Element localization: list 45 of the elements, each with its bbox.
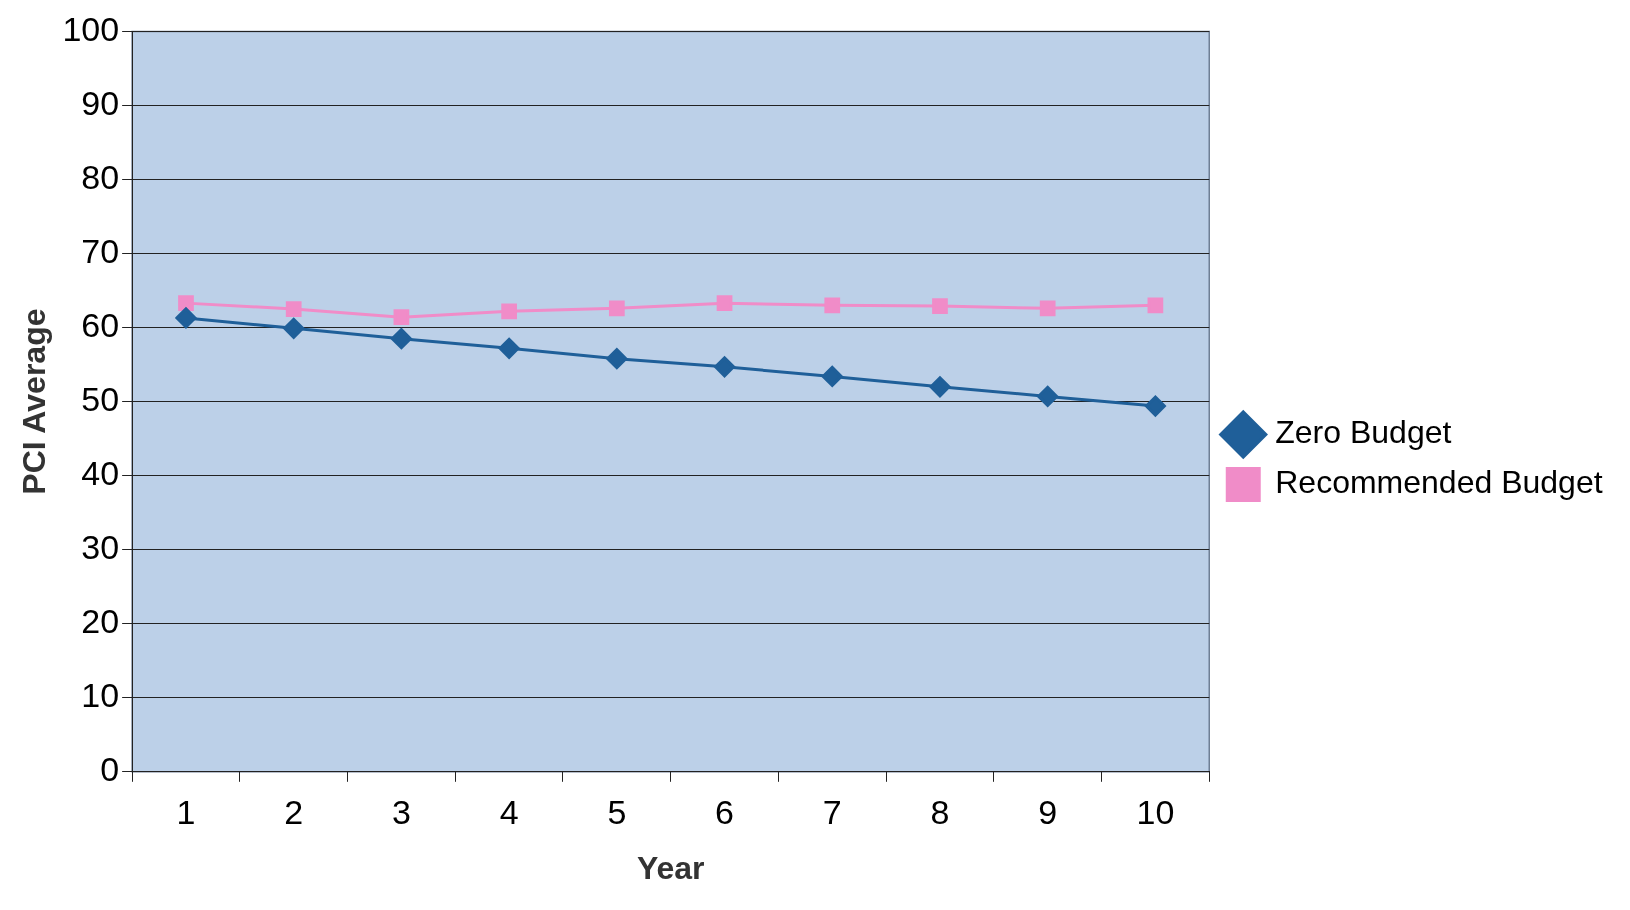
- point: [283, 317, 305, 339]
- y-tick-label: 70: [81, 231, 120, 270]
- point: [716, 295, 733, 311]
- x-tick-label: 10: [1136, 792, 1175, 831]
- point: [608, 300, 625, 317]
- point: [932, 298, 948, 314]
- point: [1144, 395, 1166, 417]
- point: [1147, 297, 1164, 314]
- point: [1037, 385, 1059, 407]
- point: [606, 348, 628, 370]
- y-tick-label: 90: [81, 83, 120, 122]
- point: [824, 297, 841, 314]
- point: [390, 328, 412, 350]
- y-tick-label: 0: [100, 750, 120, 789]
- point: [498, 337, 520, 359]
- point: [393, 309, 410, 326]
- point: [285, 301, 302, 317]
- x-tick-label: 2: [284, 792, 304, 831]
- x-tick-label: 4: [499, 792, 519, 831]
- point: [821, 365, 843, 387]
- point: [178, 295, 194, 311]
- x-tick-label: 8: [930, 792, 950, 831]
- y-tick-label: 50: [81, 379, 120, 418]
- point: [929, 376, 951, 398]
- x-tick-label: 3: [391, 792, 411, 831]
- y-tick-label: 10: [81, 676, 120, 715]
- y-axis-title: PCI Average: [16, 308, 53, 495]
- legend-label: Zero Budget: [1275, 414, 1452, 451]
- point: [714, 356, 736, 378]
- point: [175, 307, 197, 329]
- y-tick-label: 60: [81, 305, 120, 344]
- legend-label: Recommended Budget: [1275, 464, 1603, 501]
- x-axis-title: Year: [636, 849, 705, 886]
- x-tick-label: 9: [1038, 792, 1058, 831]
- y-tick-label: 40: [81, 454, 120, 493]
- y-tick-label: 80: [81, 157, 120, 196]
- x-tick-label: 6: [715, 792, 735, 831]
- point: [501, 303, 517, 320]
- x-tick-label: 7: [822, 792, 842, 831]
- y-tick-label: 20: [81, 602, 120, 641]
- y-tick-label: 100: [62, 9, 120, 48]
- x-tick-label: 1: [176, 792, 196, 831]
- y-tick-label: 30: [81, 528, 120, 567]
- x-tick-label: 5: [607, 792, 627, 831]
- point: [1039, 300, 1056, 317]
